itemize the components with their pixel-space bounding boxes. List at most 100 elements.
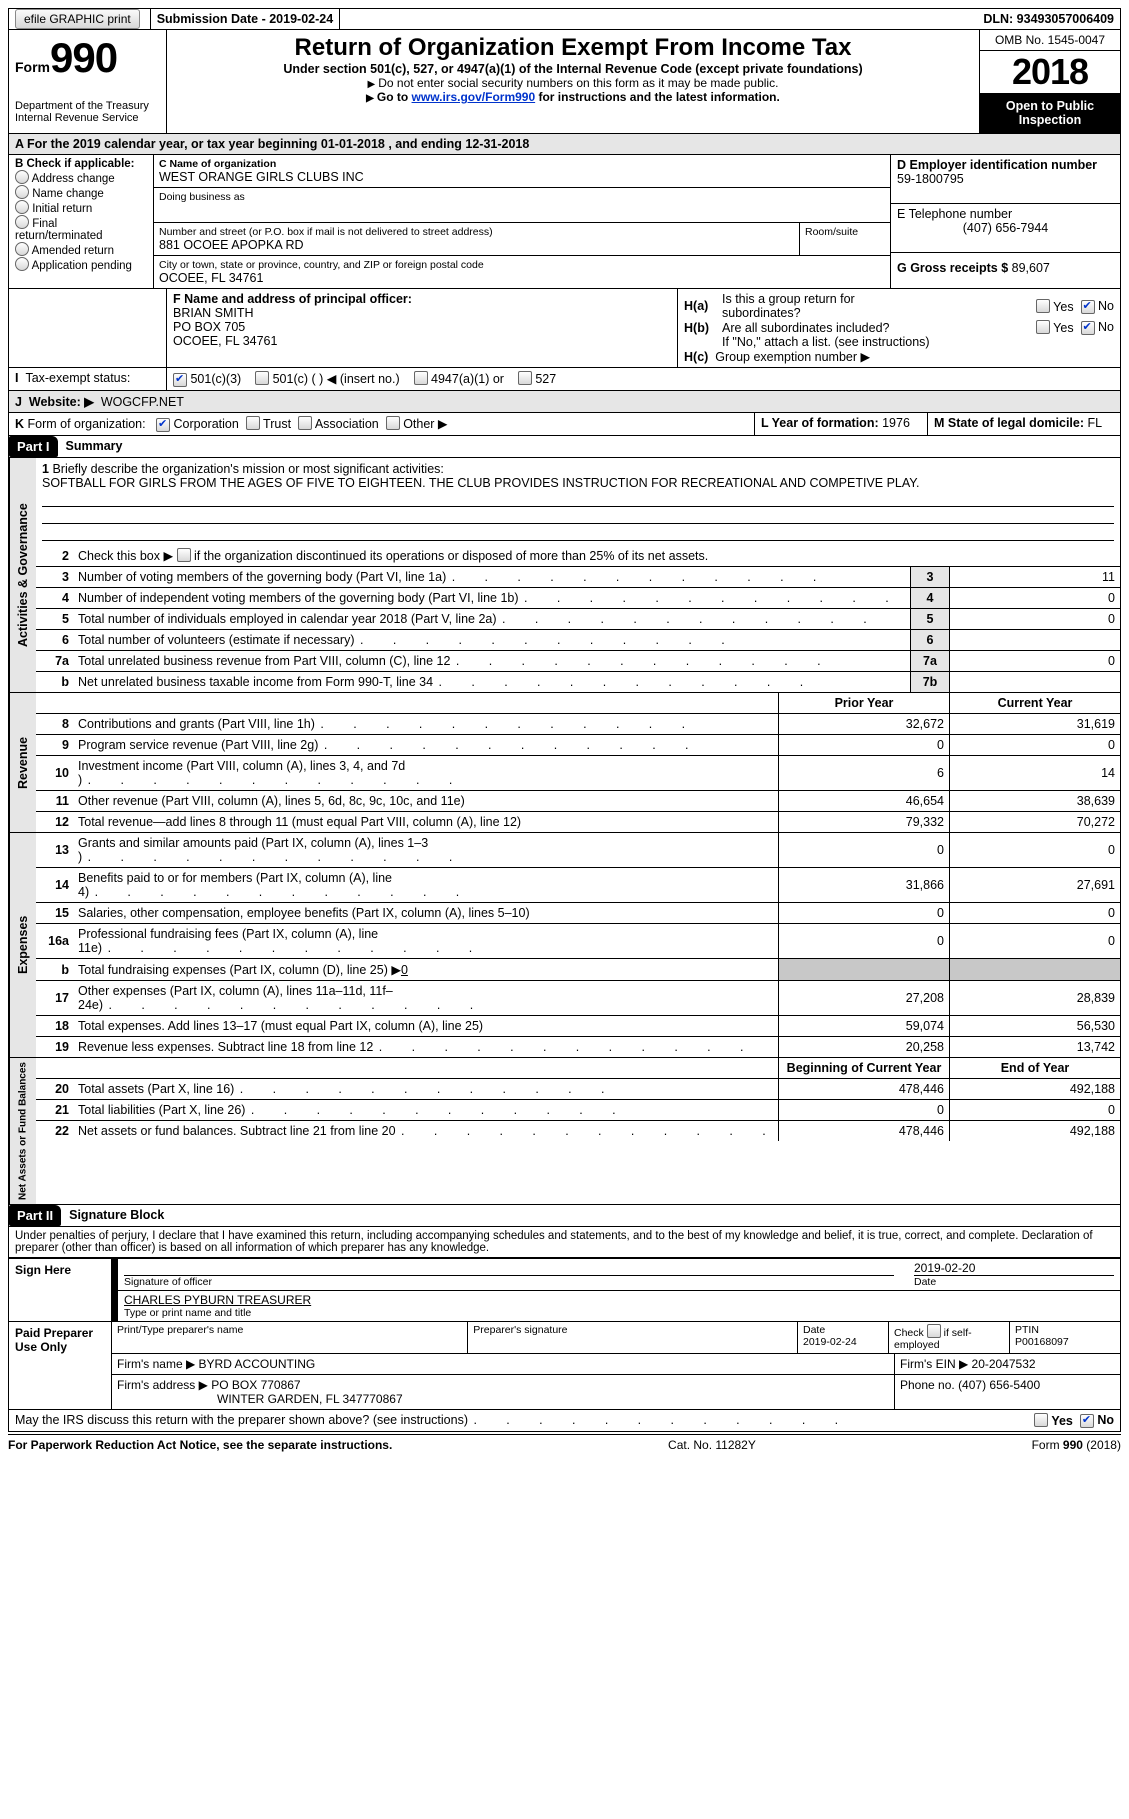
firm-name-label: Firm's name ▶ — [117, 1357, 199, 1371]
chk-initial-return[interactable]: Initial return — [15, 200, 147, 215]
sec-c-name-label: C Name of organization — [159, 158, 885, 170]
prep-date: 2019-02-24 — [803, 1336, 857, 1348]
line14: Benefits paid to or for members (Part IX… — [78, 871, 461, 899]
pra-notice: For Paperwork Reduction Act Notice, see … — [8, 1438, 392, 1452]
form-header: Form990 Department of the Treasury Inter… — [8, 30, 1121, 134]
p14: 31,866 — [779, 868, 950, 903]
firm-ein: 20-2047532 — [972, 1357, 1036, 1371]
line8: Contributions and grants (Part VIII, lin… — [78, 717, 687, 731]
officer-addr1: PO BOX 705 — [173, 320, 245, 334]
c22: 492,188 — [950, 1121, 1121, 1142]
c20: 492,188 — [950, 1079, 1121, 1100]
val5: 0 — [950, 609, 1121, 630]
city-label: City or town, state or province, country… — [159, 259, 885, 271]
line7a: Total unrelated business revenue from Pa… — [78, 654, 823, 668]
top-bar: efile GRAPHIC print Submission Date - 20… — [8, 8, 1121, 30]
vlabel-ag: Activities & Governance — [9, 458, 36, 692]
ha-text: Is this a group return forsubordinates? — [722, 292, 1036, 320]
website: WOGCFP.NET — [101, 395, 184, 409]
ptin: P00168097 — [1015, 1336, 1069, 1348]
line12: Total revenue—add lines 8 through 11 (mu… — [78, 815, 521, 829]
chk-address-change[interactable]: Address change — [15, 170, 147, 185]
p9: 0 — [779, 735, 950, 756]
entity-block: B Check if applicable: Address change Na… — [8, 155, 1121, 289]
tax-year: 2018 — [980, 51, 1120, 93]
line4: Number of independent voting members of … — [78, 591, 891, 605]
ha-yes[interactable]: Yes — [1036, 299, 1074, 314]
sec-e-label: E Telephone number — [897, 207, 1114, 221]
col-beginning: Beginning of Current Year — [779, 1058, 950, 1079]
type-print-label: Type or print name and title — [124, 1307, 1114, 1319]
chk-corp[interactable]: Corporation — [156, 417, 239, 431]
chk-501c[interactable]: 501(c) ( ) — [255, 372, 323, 386]
chk-assoc[interactable]: Association — [298, 417, 379, 431]
dept-irs: Internal Revenue Service — [15, 112, 160, 124]
chk-other[interactable]: Other ▶ — [386, 417, 448, 431]
note-instructions: Go to www.irs.gov/Form990 for instructio… — [173, 90, 973, 104]
p12: 79,332 — [779, 812, 950, 833]
hb-yes[interactable]: Yes — [1036, 320, 1074, 335]
self-employed: Check if self-employed — [889, 1322, 1010, 1353]
chk-discontinued[interactable] — [177, 548, 191, 562]
ha-no[interactable]: No — [1081, 299, 1114, 314]
sign-here-label: Sign Here — [9, 1259, 112, 1322]
discuss-no[interactable]: No — [1080, 1413, 1114, 1428]
line18: Total expenses. Add lines 13–17 (must eq… — [78, 1019, 483, 1033]
chk-self-employed[interactable] — [927, 1324, 941, 1338]
c18: 56,530 — [950, 1016, 1121, 1037]
chk-name-change[interactable]: Name change — [15, 185, 147, 200]
line6: Total number of volunteers (estimate if … — [78, 633, 727, 647]
chk-501c3[interactable]: 501(c)(3) — [173, 372, 241, 386]
street-address: 881 OCOEE APOPKA RD — [159, 238, 794, 252]
chk-527[interactable]: 527 — [518, 372, 556, 386]
summary-netassets: Net Assets or Fund Balances Beginning of… — [8, 1058, 1121, 1205]
state-domicile: FL — [1088, 416, 1103, 430]
summary-revenue: Revenue Prior Year Current Year 8Contrib… — [8, 693, 1121, 833]
mission-text: SOFTBALL FOR GIRLS FROM THE AGES OF FIVE… — [42, 476, 919, 490]
chk-amended-return[interactable]: Amended return — [15, 242, 147, 257]
dba-label: Doing business as — [159, 191, 885, 203]
cat-no: Cat. No. 11282Y — [668, 1438, 756, 1452]
room-label: Room/suite — [805, 226, 885, 238]
c14: 27,691 — [950, 868, 1121, 903]
sig-officer-line: Signature of officer — [124, 1275, 894, 1288]
summary-ag: Activities & Governance 1 Briefly descri… — [8, 458, 1121, 693]
form990-link[interactable]: www.irs.gov/Form990 — [412, 90, 536, 104]
col-end: End of Year — [950, 1058, 1121, 1079]
line22: Net assets or fund balances. Subtract li… — [78, 1124, 768, 1138]
sig-date-label: Date — [914, 1275, 1114, 1288]
efile-print-button[interactable]: efile GRAPHIC print — [15, 9, 140, 29]
col-prior: Prior Year — [779, 693, 950, 714]
form-ref: Form 990 (2018) — [1032, 1438, 1121, 1452]
chk-4947[interactable]: 4947(a)(1) or — [414, 372, 504, 386]
part1-header: Part I Summary — [8, 436, 1121, 458]
dept-treasury: Department of the Treasury — [15, 100, 160, 112]
c16a: 0 — [950, 924, 1121, 959]
col-current: Current Year — [950, 693, 1121, 714]
telephone: (407) 656-7944 — [897, 221, 1114, 235]
sec-d-label: D Employer identification number — [897, 158, 1114, 172]
p16a: 0 — [779, 924, 950, 959]
c13: 0 — [950, 833, 1121, 868]
signature-block: Sign Here Signature of officer 2019-02-2… — [8, 1258, 1121, 1410]
sec-j: J Website: ▶ WOGCFP.NET — [8, 391, 1121, 413]
line17: Other expenses (Part IX, column (A), lin… — [78, 984, 475, 1012]
p18: 59,074 — [779, 1016, 950, 1037]
chk-final-return[interactable]: Final return/terminated — [15, 215, 147, 242]
perjury-declaration: Under penalties of perjury, I declare th… — [8, 1227, 1121, 1258]
firm-name: BYRD ACCOUNTING — [199, 1357, 316, 1371]
discuss-yes[interactable]: Yes — [1034, 1413, 1073, 1428]
ptin-label: PTIN — [1015, 1324, 1039, 1336]
form-number: Form990 — [15, 34, 160, 82]
chk-application-pending[interactable]: Application pending — [15, 257, 147, 272]
line19: Revenue less expenses. Subtract line 18 … — [78, 1040, 745, 1054]
officer-name: BRIAN SMITH — [173, 306, 254, 320]
p22: 478,446 — [779, 1121, 950, 1142]
chk-trust[interactable]: Trust — [246, 417, 291, 431]
sig-date: 2019-02-20 — [914, 1261, 1114, 1275]
hb-no[interactable]: No — [1081, 320, 1114, 335]
c12: 70,272 — [950, 812, 1121, 833]
omb-number: OMB No. 1545-0047 — [980, 30, 1120, 51]
gross-receipts: 89,607 — [1012, 261, 1050, 275]
efile-label: efile GRAPHIC print — [9, 9, 151, 29]
